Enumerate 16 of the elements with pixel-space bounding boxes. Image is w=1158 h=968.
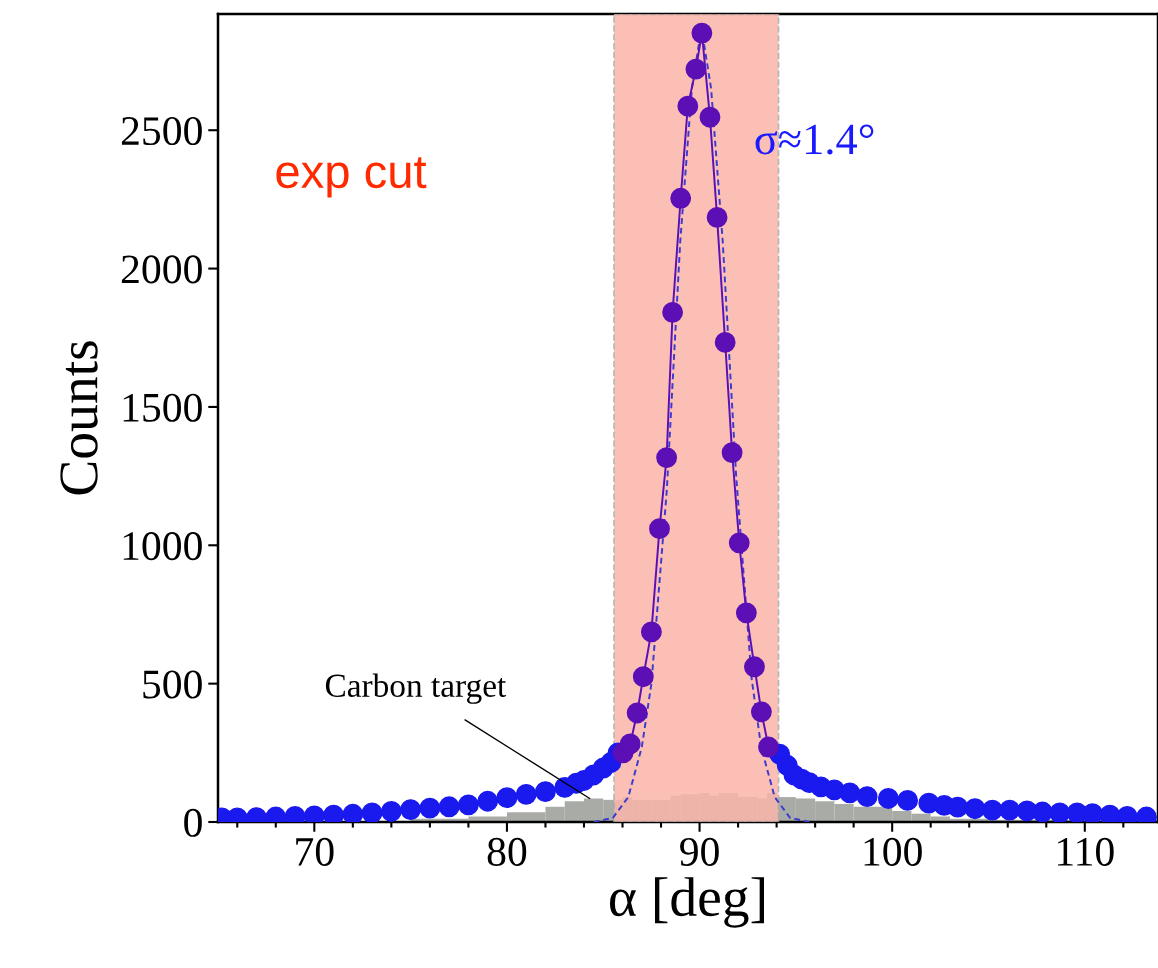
- annotation: exp cut: [276, 157, 427, 198]
- x-tick-label: 110: [1058, 837, 1114, 866]
- y-tick-label: 0: [184, 808, 202, 837]
- y-tick-label: 2500: [121, 116, 202, 146]
- x-tick-label: 70: [296, 837, 334, 866]
- y-tick-label: 1000: [123, 532, 202, 561]
- annotation: Carbon target: [325, 673, 507, 704]
- annotation: σ≈1.4°: [755, 124, 874, 155]
- x-tick-label: 80: [487, 837, 527, 866]
- y-tick-label: 1500: [123, 393, 202, 422]
- y-tick-label: 500: [143, 670, 202, 699]
- x-tick-label: 100: [864, 837, 922, 866]
- y-tick-label: 2000: [121, 255, 202, 284]
- x-axis-title: α [deg]: [610, 877, 764, 928]
- x-tick-label: 90: [680, 837, 719, 866]
- y-axis-title: Counts: [60, 341, 98, 495]
